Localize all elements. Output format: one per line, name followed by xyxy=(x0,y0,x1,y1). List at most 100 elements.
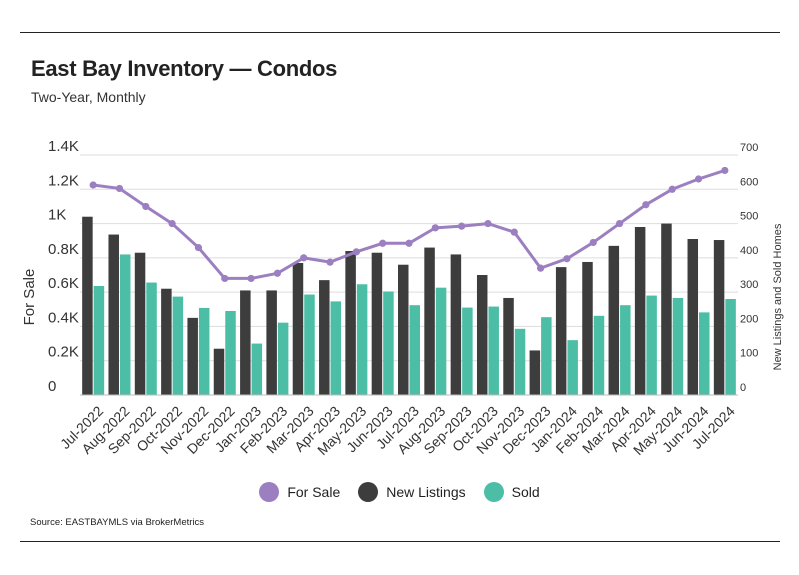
bar-sold xyxy=(93,285,105,395)
bar-sold xyxy=(330,301,342,395)
bar-new-listings xyxy=(450,254,462,395)
point-for-sale xyxy=(668,185,676,193)
bar-sold xyxy=(672,297,684,395)
point-for-sale xyxy=(194,243,203,252)
point-for-sale xyxy=(589,238,597,247)
bar-new-listings xyxy=(713,240,725,395)
point-for-sale xyxy=(721,166,729,175)
point-for-sale xyxy=(458,222,466,230)
bar-new-listings xyxy=(424,247,435,395)
y-tick-label: 0.4K xyxy=(48,309,79,326)
legend-item-sold[interactable]: Sold xyxy=(483,482,540,502)
bar-new-listings xyxy=(555,267,567,395)
y-tick-label: 1K xyxy=(48,207,66,224)
point-for-sale xyxy=(142,202,150,211)
bar-new-listings xyxy=(371,252,383,395)
bar-series xyxy=(82,216,736,395)
bar-new-listings xyxy=(292,263,304,395)
line-for-sale xyxy=(92,169,726,280)
bar-sold xyxy=(646,295,657,395)
bar-sold xyxy=(409,305,420,395)
bar-new-listings xyxy=(608,245,620,395)
bar-new-listings xyxy=(161,288,172,395)
point-for-sale xyxy=(247,274,255,283)
bar-sold xyxy=(119,254,131,395)
chart-title: East Bay Inventory — Condos xyxy=(31,56,338,81)
point-for-sale xyxy=(300,254,308,262)
bar-sold xyxy=(541,317,552,395)
bar-new-listings xyxy=(661,223,672,395)
bar-sold xyxy=(172,296,184,395)
bar-new-listings xyxy=(108,234,119,395)
bar-sold xyxy=(620,305,631,395)
y2-tick-label: 700 xyxy=(740,142,758,154)
bar-sold xyxy=(304,294,315,395)
point-for-sale xyxy=(115,184,124,193)
point-for-sale xyxy=(642,201,650,209)
bar-new-listings xyxy=(582,261,593,395)
bar-sold xyxy=(514,328,526,395)
bar-new-listings xyxy=(345,251,356,395)
bar-new-listings xyxy=(687,239,699,395)
bar-sold xyxy=(435,287,447,395)
bar-new-listings xyxy=(476,275,488,395)
bar-sold xyxy=(251,343,263,395)
bar-new-listings xyxy=(398,264,409,395)
y2-axis-label: New Listings and Sold Homes xyxy=(772,223,784,370)
bar-new-listings xyxy=(82,216,93,395)
bar-sold xyxy=(356,284,368,395)
y-tick-label: 1.4K xyxy=(48,138,79,155)
line-series xyxy=(89,166,729,283)
bar-sold xyxy=(567,340,578,395)
point-for-sale xyxy=(326,258,334,266)
bar-new-listings xyxy=(187,317,198,395)
legend-swatch-sold xyxy=(483,482,504,502)
point-for-sale xyxy=(510,228,518,236)
bottom-rule xyxy=(20,541,780,542)
y-axis-label: For Sale xyxy=(21,269,38,326)
point-for-sale xyxy=(694,175,703,183)
bar-sold xyxy=(488,306,499,395)
bar-sold xyxy=(225,311,236,395)
y2-tick-label: 0 xyxy=(740,382,746,394)
top-rule xyxy=(20,32,780,33)
bar-sold xyxy=(277,322,289,395)
legend-item-new-listings[interactable]: New Listings xyxy=(358,482,466,502)
point-for-sale xyxy=(537,264,545,272)
chart-legend: For Sale New Listings Sold xyxy=(0,482,799,502)
y2-tick-label: 100 xyxy=(740,348,758,360)
y2-tick-label: 400 xyxy=(740,245,758,257)
bar-sold xyxy=(383,291,394,395)
y-tick-label: 0 xyxy=(48,378,56,395)
y-tick-label: 0.2K xyxy=(48,344,79,361)
legend-swatch-new-listings xyxy=(358,482,379,502)
legend-label-for-sale: For Sale xyxy=(287,484,341,500)
bar-new-listings xyxy=(634,227,646,395)
point-for-sale xyxy=(615,219,624,228)
point-for-sale xyxy=(431,224,439,232)
y2-tick-label: 300 xyxy=(740,279,758,291)
point-for-sale xyxy=(379,239,387,247)
chart-subtitle: Two-Year, Monthly xyxy=(31,89,146,105)
legend-swatch-for-sale xyxy=(259,482,280,502)
point-for-sale xyxy=(405,239,413,247)
point-for-sale xyxy=(273,269,281,277)
bar-new-listings xyxy=(319,280,330,395)
y2-tick-label: 600 xyxy=(740,176,758,188)
bar-new-listings xyxy=(529,350,541,395)
y2-tick-label: 500 xyxy=(740,211,758,223)
bar-new-listings xyxy=(503,297,514,395)
bar-sold xyxy=(699,312,710,395)
y-tick-label: 0.8K xyxy=(48,241,79,258)
bar-new-listings xyxy=(240,290,251,395)
point-for-sale xyxy=(352,248,360,256)
y2-tick-label: 200 xyxy=(740,313,758,325)
bar-new-listings xyxy=(213,348,225,395)
legend-item-for-sale[interactable]: For Sale xyxy=(259,482,340,502)
legend-label-sold: Sold xyxy=(511,484,540,500)
point-for-sale xyxy=(89,181,97,189)
point-for-sale xyxy=(563,255,571,263)
bar-sold xyxy=(462,307,473,395)
bar-sold xyxy=(593,315,605,395)
